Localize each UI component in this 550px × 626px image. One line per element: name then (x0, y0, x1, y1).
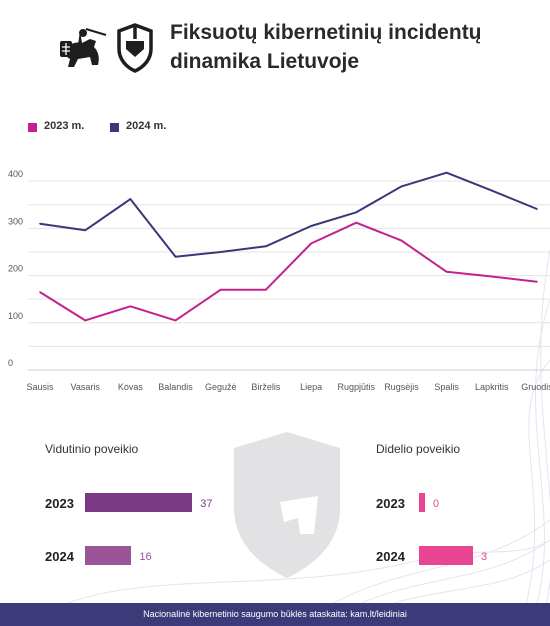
series-line-2024 (39, 171, 538, 258)
y-tick-label: 100 (8, 311, 23, 321)
data-point (174, 255, 177, 258)
x-tick-label: Vasaris (71, 382, 101, 392)
data-point (84, 229, 86, 232)
y-tick-label: 300 (8, 216, 23, 226)
high-bar-2024 (419, 546, 473, 565)
data-point (84, 319, 86, 322)
y-tick-label: 400 (8, 169, 23, 179)
x-tick-label: Gegužė (205, 382, 237, 392)
data-point (129, 305, 132, 308)
high-value-2024: 3 (481, 551, 488, 563)
data-point (355, 221, 358, 224)
data-point (536, 208, 538, 210)
line-chart: 0 100 200 300 400 Sausis Vasaris Kovas Balandis G… (8, 169, 550, 392)
legend-swatch-2023 (28, 123, 37, 132)
x-tick-label: Balandis (158, 382, 193, 392)
y-tick-label: 0 (8, 358, 13, 368)
high-bar-2023 (419, 493, 425, 512)
data-point (355, 211, 358, 214)
shield-watermark (234, 432, 340, 578)
medium-value-2023: 37 (200, 498, 213, 510)
legend-label-2024: 2024 m. (126, 120, 167, 132)
data-point (265, 245, 267, 248)
high-value-2023: 0 (433, 498, 440, 510)
legend-label-2023: 2023 m. (44, 120, 85, 132)
high-year-2023: 2023 (376, 496, 405, 511)
series-line-2023 (39, 221, 538, 322)
footer-source: Nacionalinė kibernetinio saugumo būklės … (0, 603, 550, 626)
legend-swatch-2024 (110, 123, 119, 132)
data-point (219, 288, 222, 291)
data-point (400, 185, 403, 188)
medium-impact-title: Vidutinio poveikio (45, 442, 139, 456)
medium-bar-2023 (85, 493, 193, 512)
data-point (310, 225, 312, 227)
shield-logo-icon (117, 23, 153, 73)
coat-of-arms-icon (60, 28, 107, 67)
data-point (39, 222, 41, 225)
data-point (491, 189, 493, 192)
medium-bar-2024 (85, 546, 132, 565)
x-tick-label: Liepa (300, 382, 322, 392)
medium-year-2024: 2024 (45, 549, 74, 564)
x-tick-label: Spalis (434, 382, 459, 392)
x-tick-label: Lapkritis (475, 382, 509, 392)
x-tick-label: Birželis (251, 382, 281, 392)
x-tick-label: Rugpjūtis (338, 382, 376, 392)
x-tick-label: Kovas (118, 382, 144, 392)
data-point (400, 239, 403, 242)
data-point (445, 271, 448, 273)
data-point (491, 275, 493, 278)
y-tick-label: 200 (8, 264, 23, 274)
high-impact-title: Didelio poveikio (376, 442, 461, 456)
x-tick-label: Sausis (26, 382, 54, 392)
data-point (310, 242, 312, 245)
data-point (174, 319, 177, 322)
x-tick-label: Rugsėjis (384, 382, 419, 392)
data-point (219, 251, 222, 253)
data-point (39, 291, 41, 293)
data-point (129, 198, 132, 200)
data-point (265, 288, 267, 291)
x-tick-label: Gruodis (521, 382, 550, 392)
page-title: Fiksuotų kibernetinių incidentų dinamika… (170, 21, 482, 73)
high-year-2024: 2024 (376, 549, 405, 564)
data-point (445, 171, 448, 174)
medium-year-2023: 2023 (45, 496, 74, 511)
medium-value-2024: 16 (139, 551, 152, 563)
data-point (536, 280, 538, 283)
